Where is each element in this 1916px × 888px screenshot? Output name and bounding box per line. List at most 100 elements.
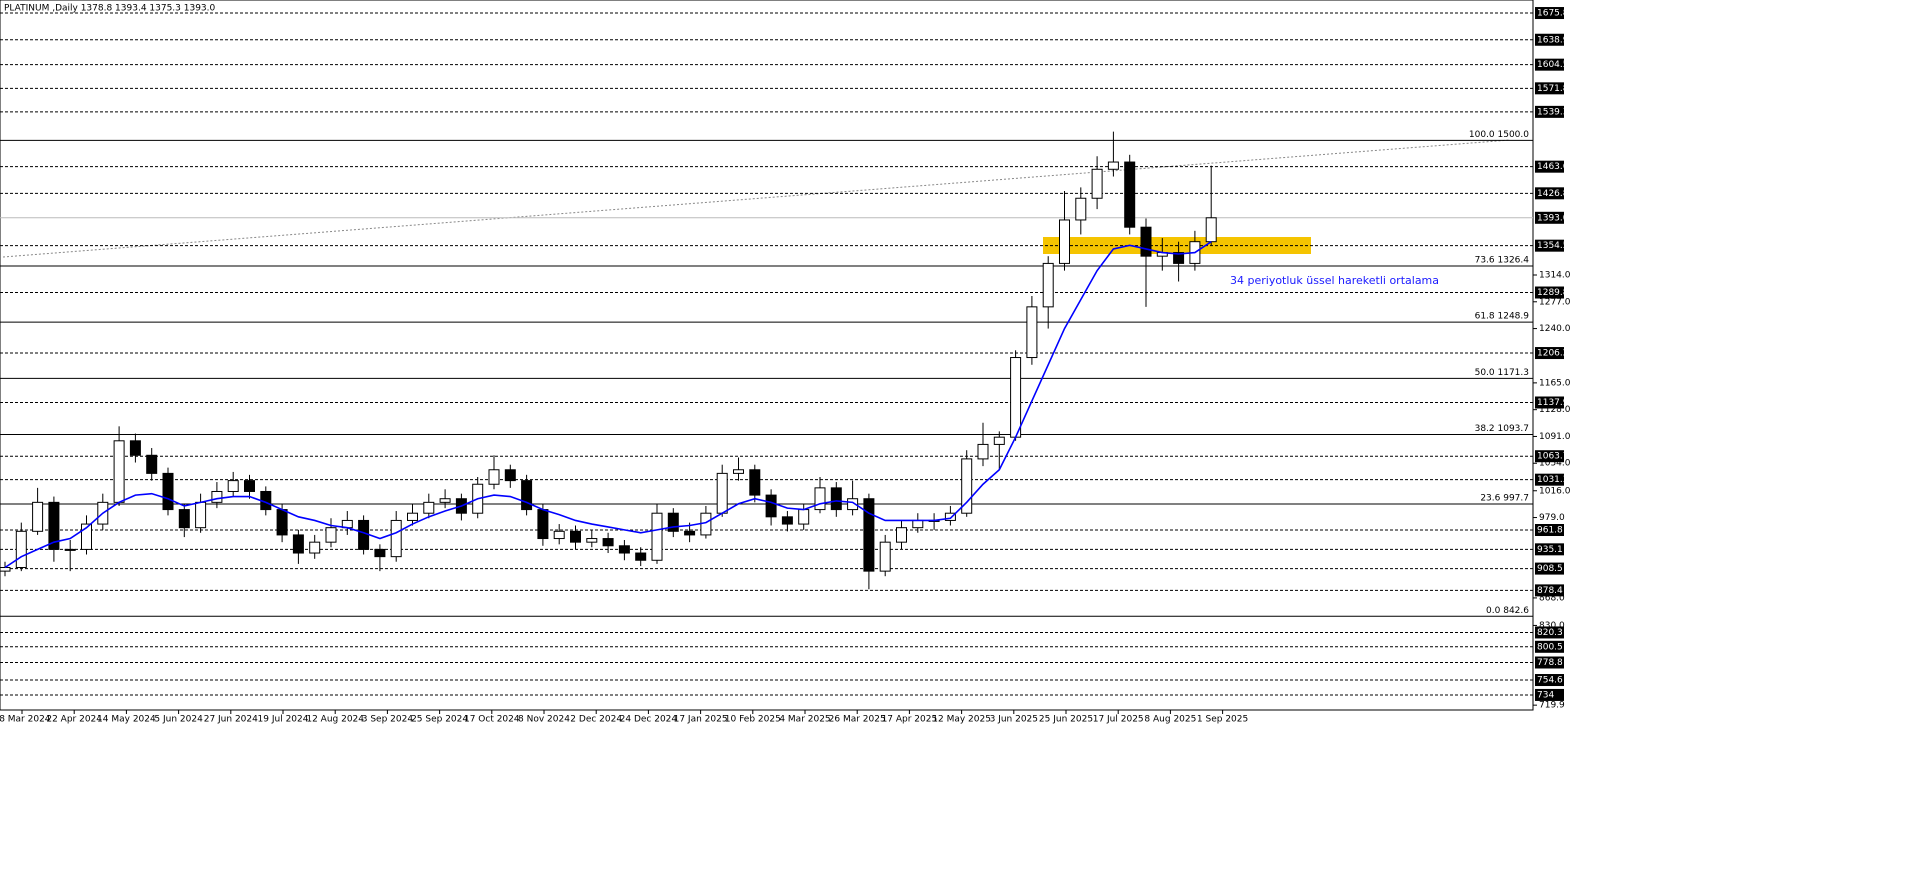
candle-body xyxy=(407,512,418,521)
candle-body xyxy=(944,512,956,521)
fib-label: 100.0 1500.0 xyxy=(1469,130,1529,140)
level-label: 820.3 xyxy=(1537,628,1563,638)
y-tick-label: 979.0 xyxy=(1539,513,1565,523)
x-tick-label: 25 Jun 2025 xyxy=(1039,715,1093,725)
candle-body xyxy=(684,530,696,536)
x-tick-label: 28 Mar 2024 xyxy=(0,715,51,725)
level-label: 908.5 xyxy=(1537,564,1563,574)
level-label: 1571.8 xyxy=(1537,84,1569,94)
candle-body xyxy=(553,530,565,540)
candle-body xyxy=(700,512,712,536)
level-box xyxy=(1535,396,1564,409)
level-box xyxy=(1535,688,1564,701)
level-label: 1604.5 xyxy=(1537,60,1569,70)
candle-body xyxy=(716,472,728,514)
candle-body xyxy=(798,509,810,525)
candle-body xyxy=(537,509,549,540)
level-label: 1031.3 xyxy=(1537,475,1569,485)
level-label: 754.6 xyxy=(1537,676,1563,686)
candle-body xyxy=(1124,161,1136,228)
y-tick-label: 719.9 xyxy=(1539,701,1565,711)
candle-body xyxy=(1059,219,1070,264)
x-tick-label: 17 Jan 2025 xyxy=(674,715,728,725)
level-label: 1675.8 xyxy=(1537,9,1569,19)
y-tick-label: 1054.0 xyxy=(1539,459,1571,469)
candle-body xyxy=(309,541,321,554)
candle-body xyxy=(814,487,826,511)
candle-body xyxy=(847,498,859,511)
candle-body xyxy=(1140,226,1152,257)
candle-body xyxy=(244,480,255,492)
candle-body xyxy=(521,480,533,511)
x-tick-label: 12 Aug 2024 xyxy=(306,715,364,725)
candle-body xyxy=(896,527,907,543)
level-label: 1539.3 xyxy=(1537,107,1569,117)
level-label: 935.1 xyxy=(1537,545,1563,555)
candle-body xyxy=(993,436,1005,445)
candle-body xyxy=(733,469,744,474)
x-tick-label: 17 Oct 2024 xyxy=(464,715,520,725)
plot-frame xyxy=(0,0,1534,711)
chart-title: PLATINUM ,Daily 1378.8 1393.4 1375.3 139… xyxy=(4,4,216,14)
level-label: 1289.8 xyxy=(1537,288,1569,298)
candle-body xyxy=(781,516,793,525)
candle-body xyxy=(390,519,402,558)
level-box xyxy=(1535,105,1564,118)
level-label: 778.8 xyxy=(1537,658,1563,668)
y-tick-label: 830.0 xyxy=(1539,621,1565,631)
level-box xyxy=(1535,7,1564,20)
level-box xyxy=(1535,33,1564,46)
y-tick-label: 1277.0 xyxy=(1539,297,1571,307)
level-box xyxy=(1535,473,1564,486)
level-box xyxy=(1535,674,1564,687)
level-box xyxy=(1535,640,1564,653)
fib-label: 50.0 1171.3 xyxy=(1475,368,1529,378)
last-price-box xyxy=(1535,211,1564,224)
fib-label: 23.6 997.7 xyxy=(1480,494,1529,504)
candle-body xyxy=(749,469,761,496)
candle-body xyxy=(961,458,973,514)
level-box xyxy=(1535,584,1564,597)
x-tick-label: 14 May 2024 xyxy=(97,715,156,725)
level-label: 1063.7 xyxy=(1537,452,1569,462)
candle-body xyxy=(1042,262,1054,308)
candle-body xyxy=(488,469,500,485)
level-box xyxy=(1535,286,1564,299)
x-tick-label: 5 Jun 2024 xyxy=(154,715,203,725)
level-box xyxy=(1535,187,1564,200)
level-label: 1638.9 xyxy=(1537,35,1569,45)
level-label: 1206.2 xyxy=(1537,349,1569,359)
level-label: 1354.5 xyxy=(1537,241,1569,251)
y-tick-label: 1240.0 xyxy=(1539,324,1571,334)
candle-body xyxy=(879,541,891,572)
level-box xyxy=(1535,626,1564,639)
candle-body xyxy=(439,498,451,503)
x-tick-label: 12 May 2025 xyxy=(932,715,991,725)
x-tick-label: 24 Dec 2024 xyxy=(620,715,678,725)
candle-body xyxy=(227,480,239,492)
candle-body xyxy=(48,501,60,550)
level-label: 878.4 xyxy=(1537,586,1563,596)
candle-body xyxy=(32,501,44,532)
level-box xyxy=(1535,562,1564,575)
fib-label: 38.2 1093.7 xyxy=(1475,424,1529,434)
candle-body xyxy=(651,512,663,561)
x-tick-label: 26 Mar 2025 xyxy=(829,715,886,725)
x-tick-label: 10 Feb 2025 xyxy=(725,715,781,725)
y-tick-label: 1128.0 xyxy=(1539,405,1571,415)
level-label: 1137.9 xyxy=(1537,398,1569,408)
level-box xyxy=(1535,82,1564,95)
level-label: 734 xyxy=(1537,690,1554,700)
candle-body xyxy=(81,523,92,550)
level-box xyxy=(1535,543,1564,556)
x-tick-label: 19 Jul 2024 xyxy=(258,715,309,725)
x-tick-label: 4 Mar 2025 xyxy=(779,715,830,725)
y-tick-label: 1016.0 xyxy=(1539,486,1571,496)
last-price-label: 1393.0 xyxy=(1537,213,1569,223)
level-box xyxy=(1535,58,1564,71)
level-label: 1426.8 xyxy=(1537,189,1569,199)
x-tick-label: 17 Apr 2025 xyxy=(882,715,938,725)
candle-body xyxy=(146,454,158,474)
level-label: 1463.6 xyxy=(1537,162,1569,172)
